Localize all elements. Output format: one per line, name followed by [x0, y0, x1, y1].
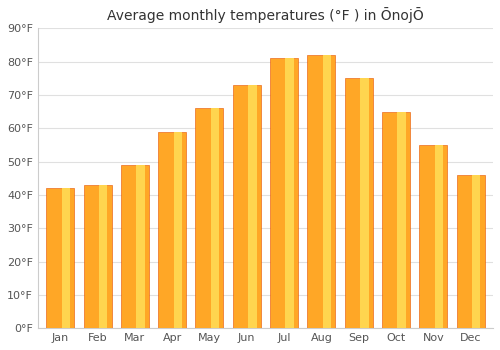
Bar [420, 145, 448, 328]
Bar [46, 188, 74, 328]
Bar [323, 55, 331, 328]
Bar [158, 132, 186, 328]
Bar [270, 58, 298, 328]
Bar [121, 165, 149, 328]
Bar [136, 165, 144, 328]
Bar [62, 188, 70, 328]
Bar [398, 112, 406, 328]
Title: Average monthly temperatures (°F ) in ŌnojŌ: Average monthly temperatures (°F ) in Ōn… [107, 7, 424, 23]
Bar [434, 145, 443, 328]
Bar [84, 185, 112, 328]
Bar [196, 108, 224, 328]
Bar [308, 55, 336, 328]
Bar [211, 108, 220, 328]
Bar [233, 85, 261, 328]
Bar [382, 112, 410, 328]
Bar [248, 85, 256, 328]
Bar [456, 175, 484, 328]
Bar [472, 175, 480, 328]
Bar [360, 78, 368, 328]
Bar [174, 132, 182, 328]
Bar [286, 58, 294, 328]
Bar [344, 78, 372, 328]
Bar [99, 185, 108, 328]
